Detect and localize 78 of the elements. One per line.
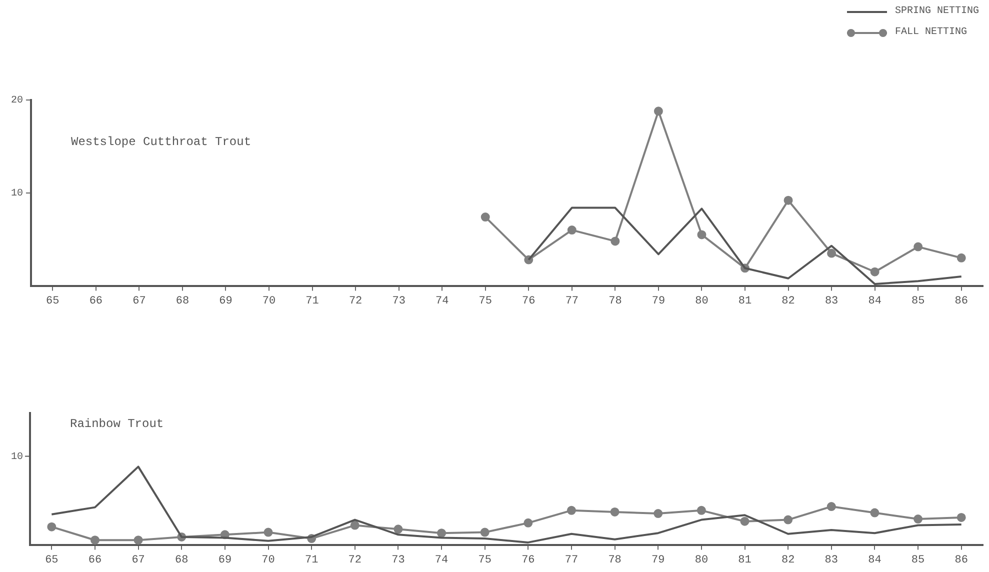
x-tick-label: 82 bbox=[781, 554, 795, 566]
x-tick-label: 82 bbox=[782, 295, 795, 308]
x-tick-label: 84 bbox=[868, 554, 882, 566]
x-tick-label: 77 bbox=[565, 295, 579, 308]
point bbox=[566, 506, 576, 515]
point bbox=[696, 506, 706, 515]
point bbox=[654, 106, 663, 116]
x-tick-label: 76 bbox=[522, 295, 536, 308]
point bbox=[956, 512, 966, 522]
x-tick-label: 80 bbox=[694, 554, 708, 566]
x-tick-label: 81 bbox=[738, 295, 752, 308]
x-tick-label: 78 bbox=[608, 554, 622, 566]
point bbox=[524, 518, 533, 528]
x-tick-label: 74 bbox=[435, 295, 450, 308]
point bbox=[567, 226, 576, 235]
point bbox=[134, 536, 143, 545]
point bbox=[90, 536, 100, 545]
x-tick-label: 78 bbox=[608, 295, 622, 308]
point bbox=[784, 515, 793, 524]
legend-label: FALL NETTING bbox=[894, 27, 967, 38]
x-tick-label: 69 bbox=[218, 554, 232, 566]
x-tick-label: 84 bbox=[868, 295, 882, 308]
x-tick-label: 83 bbox=[824, 554, 838, 566]
x-tick-label: 85 bbox=[911, 295, 925, 308]
point bbox=[654, 509, 663, 518]
x-tick-label: 71 bbox=[306, 295, 320, 308]
legend-label: SPRING NETTING bbox=[894, 6, 979, 17]
point bbox=[827, 248, 836, 258]
chart-title: Rainbow Trout bbox=[70, 417, 164, 432]
point bbox=[740, 516, 750, 526]
x-tick-label: 70 bbox=[262, 295, 276, 308]
x-tick-label: 79 bbox=[652, 295, 666, 308]
x-tick-label: 69 bbox=[219, 295, 232, 308]
point bbox=[784, 196, 793, 205]
x-tick-label: 80 bbox=[695, 295, 708, 308]
x-tick-label: 67 bbox=[132, 295, 146, 308]
x-tick-label: 65 bbox=[45, 554, 58, 566]
text: Westslope Cutthroat Trout bbox=[71, 135, 252, 150]
x-tick-label: 65 bbox=[46, 295, 60, 308]
x-tick-label: 74 bbox=[434, 554, 449, 566]
x-tick-label: 73 bbox=[392, 295, 406, 308]
point bbox=[394, 524, 403, 534]
point bbox=[870, 267, 880, 276]
x-tick-label: 68 bbox=[176, 295, 190, 308]
x-tick-label: 75 bbox=[478, 295, 492, 308]
x-tick-label: 76 bbox=[522, 554, 535, 566]
x-tick-label: 86 bbox=[954, 554, 968, 566]
x-tick-label: 77 bbox=[564, 554, 578, 566]
x-tick-label: 75 bbox=[478, 554, 492, 566]
point bbox=[264, 528, 273, 537]
point bbox=[610, 507, 620, 516]
point bbox=[610, 236, 620, 246]
x-tick-label: 73 bbox=[392, 554, 405, 566]
point bbox=[826, 502, 836, 512]
y-tick-label: 20 bbox=[10, 96, 23, 107]
point bbox=[47, 522, 56, 532]
x-tick-label: 66 bbox=[89, 295, 103, 308]
x-tick-label: 68 bbox=[175, 554, 188, 566]
point bbox=[956, 253, 966, 262]
point bbox=[914, 514, 923, 524]
x-tick-label: 79 bbox=[652, 554, 665, 566]
point bbox=[480, 212, 490, 222]
x-tick-label: 70 bbox=[262, 554, 275, 566]
point bbox=[914, 242, 923, 252]
x-tick-label: 81 bbox=[738, 554, 752, 566]
x-tick-label: 72 bbox=[348, 295, 362, 308]
point bbox=[697, 230, 706, 240]
point bbox=[870, 508, 880, 518]
x-tick-label: 86 bbox=[954, 295, 968, 308]
x-tick-label: 67 bbox=[132, 554, 145, 566]
point bbox=[480, 528, 490, 537]
x-tick-label: 85 bbox=[911, 554, 925, 566]
x-tick-label: 83 bbox=[824, 295, 838, 308]
x-tick-label: 71 bbox=[304, 554, 319, 566]
x-tick-label: 66 bbox=[88, 554, 102, 566]
point bbox=[350, 520, 360, 530]
x-tick-label: 72 bbox=[348, 554, 362, 566]
point bbox=[437, 528, 446, 538]
